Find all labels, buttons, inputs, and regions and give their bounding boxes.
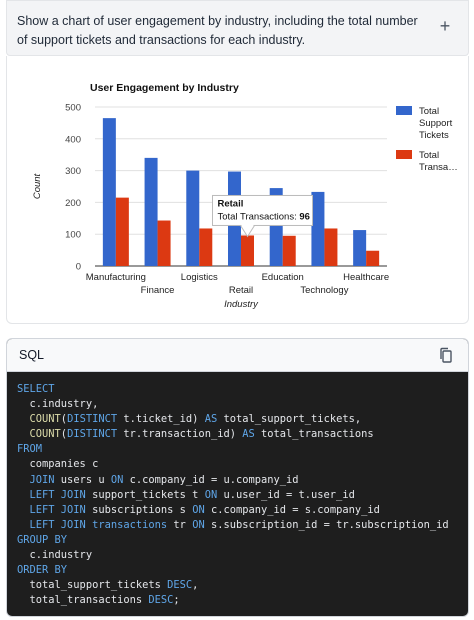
copy-icon[interactable] [438, 347, 454, 364]
bar [353, 230, 367, 266]
x-tick-label: Education [262, 272, 304, 283]
prompt-text: Show a chart of user engagement by indus… [17, 14, 418, 47]
bar [199, 228, 213, 266]
bar [366, 250, 380, 266]
chart-card: User Engagement by Industry 0 100 200 300 400… [6, 56, 469, 324]
legend-label: Total [419, 106, 439, 117]
bar [102, 118, 116, 266]
bar [186, 170, 200, 266]
bar [241, 235, 254, 266]
plus-icon[interactable]: + [439, 16, 451, 36]
x-axis-label: Industry [224, 299, 259, 310]
legend-label: Transa… [419, 162, 458, 173]
bar [115, 197, 129, 266]
bar [282, 235, 296, 266]
sql-title: SQL [19, 348, 45, 362]
y-tick-label: 200 [65, 198, 81, 209]
sql-card: SQL SELECT c.industry, COUNT(DISTINCT t.… [6, 338, 469, 617]
tooltip-value: Total Transactions: 96 [218, 211, 310, 222]
sql-header: SQL [7, 339, 468, 372]
bar-chart: User Engagement by Industry 0 100 200 300 400… [32, 82, 458, 310]
chart-title: User Engagement by Industry [90, 82, 239, 94]
x-tick-label: Technology [300, 285, 348, 296]
bar [144, 157, 158, 266]
bar [311, 191, 325, 266]
x-tick-label: Manufacturing [86, 272, 146, 283]
x-tick-label: Retail [229, 285, 253, 296]
legend-swatch [396, 106, 412, 115]
x-tick-label: Finance [141, 285, 175, 296]
tooltip-pointer [239, 224, 256, 238]
x-tick-label: Healthcare [343, 272, 389, 283]
prompt-card: Show a chart of user engagement by indus… [6, 0, 469, 56]
tooltip-title: Retail [218, 198, 244, 209]
bar [157, 220, 171, 266]
y-tick-label: 300 [65, 166, 81, 177]
legend-label: Support [419, 118, 453, 129]
y-tick-label: 400 [65, 134, 81, 145]
legend-label: Tickets [419, 130, 449, 141]
tooltip-box [212, 194, 313, 226]
y-tick-label: 500 [65, 103, 81, 114]
sql-code: SELECT c.industry, COUNT(DISTINCT t.tick… [17, 383, 449, 607]
tooltip-gap [241, 224, 254, 227]
x-tick-label: Logistics [181, 272, 218, 283]
y-tick-label: 0 [76, 262, 81, 273]
y-tick-label: 100 [65, 230, 81, 241]
legend-label: Total [419, 150, 439, 161]
y-axis-label: Count [32, 173, 43, 199]
bar [324, 228, 338, 266]
legend-swatch [396, 150, 412, 159]
